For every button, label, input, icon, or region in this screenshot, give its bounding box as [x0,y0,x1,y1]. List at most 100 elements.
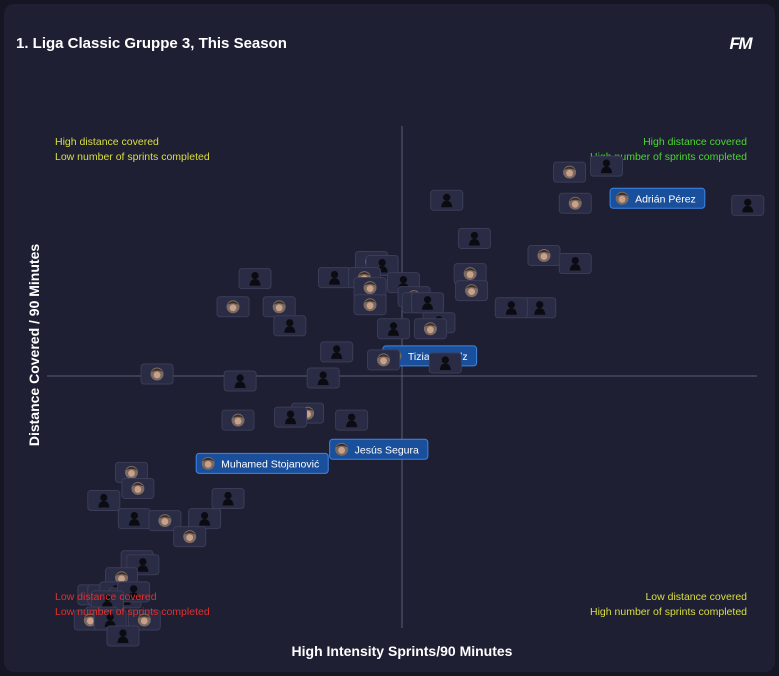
player-marker[interactable] [494,297,528,319]
silhouette-head-icon [319,371,327,379]
player-marker[interactable] [523,297,557,319]
silhouette-body-icon [346,420,358,428]
quadrant-bottom-left-line2: Low number of sprints completed [55,606,210,618]
player-skin-icon [140,617,148,625]
quadrant-bottom-right-line2: High number of sprints completed [590,606,747,618]
player-marker[interactable] [140,363,174,385]
silhouette-body-icon [284,326,296,333]
player-marker[interactable] [148,510,182,532]
player-marker[interactable] [413,318,447,340]
player-skin-icon [153,371,161,379]
player-hair-icon [377,354,390,358]
fm-logo: FM [729,34,752,53]
player-marker[interactable] [411,292,445,314]
player-marker[interactable] [453,263,487,285]
player-marker[interactable] [558,253,592,275]
player-hair-icon [84,614,97,618]
silhouette-head-icon [251,272,259,280]
silhouette-body-icon [199,519,211,526]
player-marker[interactable] [188,508,222,530]
highlighted-player-marker[interactable]: Jesús Segura [329,438,429,460]
player-skin-icon [366,285,374,293]
player-marker[interactable] [127,609,161,631]
highlighted-player-marker[interactable]: Muhamed Stojanović [195,452,329,474]
player-hair-icon [616,192,629,197]
player-marker[interactable] [238,268,272,290]
silhouette-head-icon [119,629,127,637]
player-skin-icon [275,304,283,312]
player-marker[interactable] [353,294,387,316]
silhouette-head-icon [347,413,356,421]
player-marker[interactable] [93,609,127,631]
quadrant-top-left-line2: Low number of sprints completed [55,151,210,163]
player-marker[interactable] [211,487,245,509]
silhouette-body-icon [329,278,341,285]
player-marker[interactable] [335,409,369,431]
player-hair-icon [138,614,151,618]
player-marker[interactable] [114,461,148,483]
silhouette-head-icon [507,301,515,309]
player-marker[interactable] [262,296,296,318]
silhouette-body-icon [441,200,453,208]
player-hair-icon [227,301,240,305]
player-skin-icon [204,460,212,468]
player-hair-icon [563,166,576,171]
silhouette-head-icon [443,193,451,201]
player-marker[interactable] [273,315,307,337]
player-marker[interactable] [117,581,151,603]
player-hair-icon [231,414,244,419]
player-marker[interactable] [87,489,121,511]
player-marker[interactable] [274,406,308,428]
player-marker[interactable] [430,189,464,211]
player-marker[interactable] [306,367,340,389]
player-marker[interactable] [553,161,587,183]
player-marker[interactable] [457,227,491,249]
player-hair-icon [364,299,377,303]
player-label-box [329,438,429,460]
silhouette-body-icon [285,417,297,425]
silhouette-head-icon [201,511,209,520]
player-marker[interactable] [558,192,592,214]
quadrant-top-right-line2: High number of sprints completed [590,151,747,163]
player-skin-icon [338,446,346,454]
silhouette-head-icon [378,258,386,267]
player-marker[interactable] [428,352,462,374]
player-marker[interactable] [121,477,155,499]
player-marker[interactable] [589,155,623,177]
highlighted-player-marker[interactable]: Adrián Pérez [609,187,706,209]
player-skin-icon [86,617,94,625]
player-marker[interactable] [527,245,561,267]
player-marker[interactable] [318,267,352,289]
silhouette-head-icon [536,301,544,309]
chart-title: 1. Liga Classic Gruppe 3, This Season [16,35,287,52]
player-marker[interactable] [367,349,401,371]
player-skin-icon [566,169,573,177]
player-hair-icon [131,482,144,487]
player-marker[interactable] [106,625,140,647]
silhouette-head-icon [571,256,579,265]
player-hair-icon [183,531,196,535]
player-marker[interactable] [223,370,257,392]
silhouette-body-icon [137,565,149,572]
player-marker[interactable] [731,194,765,216]
player-marker[interactable] [320,341,354,363]
player-marker[interactable] [117,508,151,530]
player-hair-icon [273,301,286,305]
player-marker[interactable] [216,296,250,318]
player-marker[interactable] [173,526,207,548]
player-marker[interactable] [455,280,489,302]
quadrant-bottom-left-line1: Low distance covered [55,591,157,603]
player-marker[interactable] [376,318,410,340]
player-hair-icon [202,457,215,462]
silhouette-body-icon [505,308,517,315]
player-skin-icon [161,518,169,525]
player-marker[interactable] [221,409,255,431]
player-hair-icon [538,250,550,254]
player-skin-icon [466,271,474,278]
player-hair-icon [151,368,164,372]
player-skin-icon [571,200,579,208]
silhouette-body-icon [387,329,399,336]
silhouette-body-icon [98,500,110,508]
silhouette-head-icon [286,319,294,327]
